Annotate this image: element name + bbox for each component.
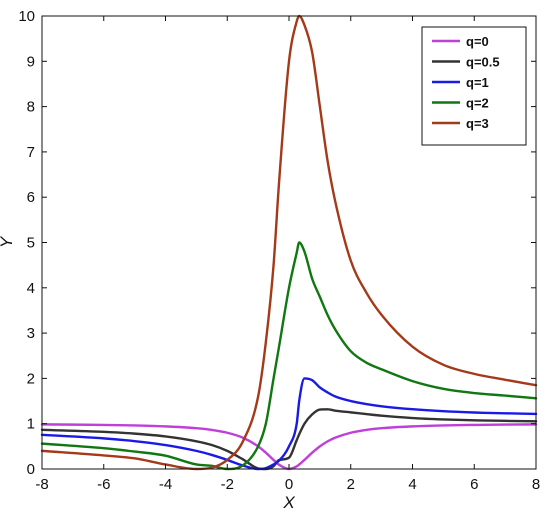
legend-label: q=1 — [466, 75, 489, 90]
x-tick-label: 2 — [347, 476, 355, 493]
y-axis-label: Y — [0, 235, 16, 248]
legend-label: q=3 — [466, 116, 489, 131]
x-tick-label: 6 — [470, 476, 478, 493]
legend-box — [421, 26, 527, 146]
y-tick-label: 9 — [27, 53, 35, 70]
x-tick-label: 8 — [532, 476, 540, 493]
x-tick-label: -8 — [35, 476, 48, 493]
y-tick-label: 3 — [27, 325, 35, 342]
legend: q=0 q=0.5 q=1 q=2 q=3 — [421, 26, 527, 146]
series-layer — [40, 14, 538, 471]
y-tick-label: 2 — [27, 370, 35, 387]
y-tick-label: 1 — [27, 416, 35, 433]
series-line-q-0 — [40, 423, 538, 471]
y-tick-label: 0 — [27, 461, 35, 478]
x-tick-label: 4 — [408, 476, 416, 493]
y-tick-label: 8 — [27, 99, 35, 116]
series-line-q-2 — [40, 241, 538, 471]
series-line-q-1 — [40, 377, 538, 471]
x-tick-label: 0 — [285, 476, 293, 493]
y-tick-label: 10 — [18, 8, 35, 25]
legend-label: q=0 — [466, 34, 489, 49]
y-tick-label: 4 — [27, 280, 35, 297]
legend-label: q=0.5 — [466, 55, 500, 70]
x-tick-label: -4 — [159, 476, 172, 493]
x-tick-label: -6 — [97, 476, 110, 493]
y-tick-label: 6 — [27, 189, 35, 206]
y-tick-label: 7 — [27, 144, 35, 161]
series-line-q-0-5 — [40, 408, 538, 471]
x-axis-label: X — [282, 493, 295, 512]
legend-label: q=2 — [466, 96, 489, 111]
x-tick-label: -2 — [221, 476, 234, 493]
y-tick-label: 5 — [27, 235, 35, 252]
axes-layer: -8 -6 -4 -2 0 2 4 6 8 0 1 2 3 4 5 6 7 8 9 10 — [18, 8, 540, 493]
